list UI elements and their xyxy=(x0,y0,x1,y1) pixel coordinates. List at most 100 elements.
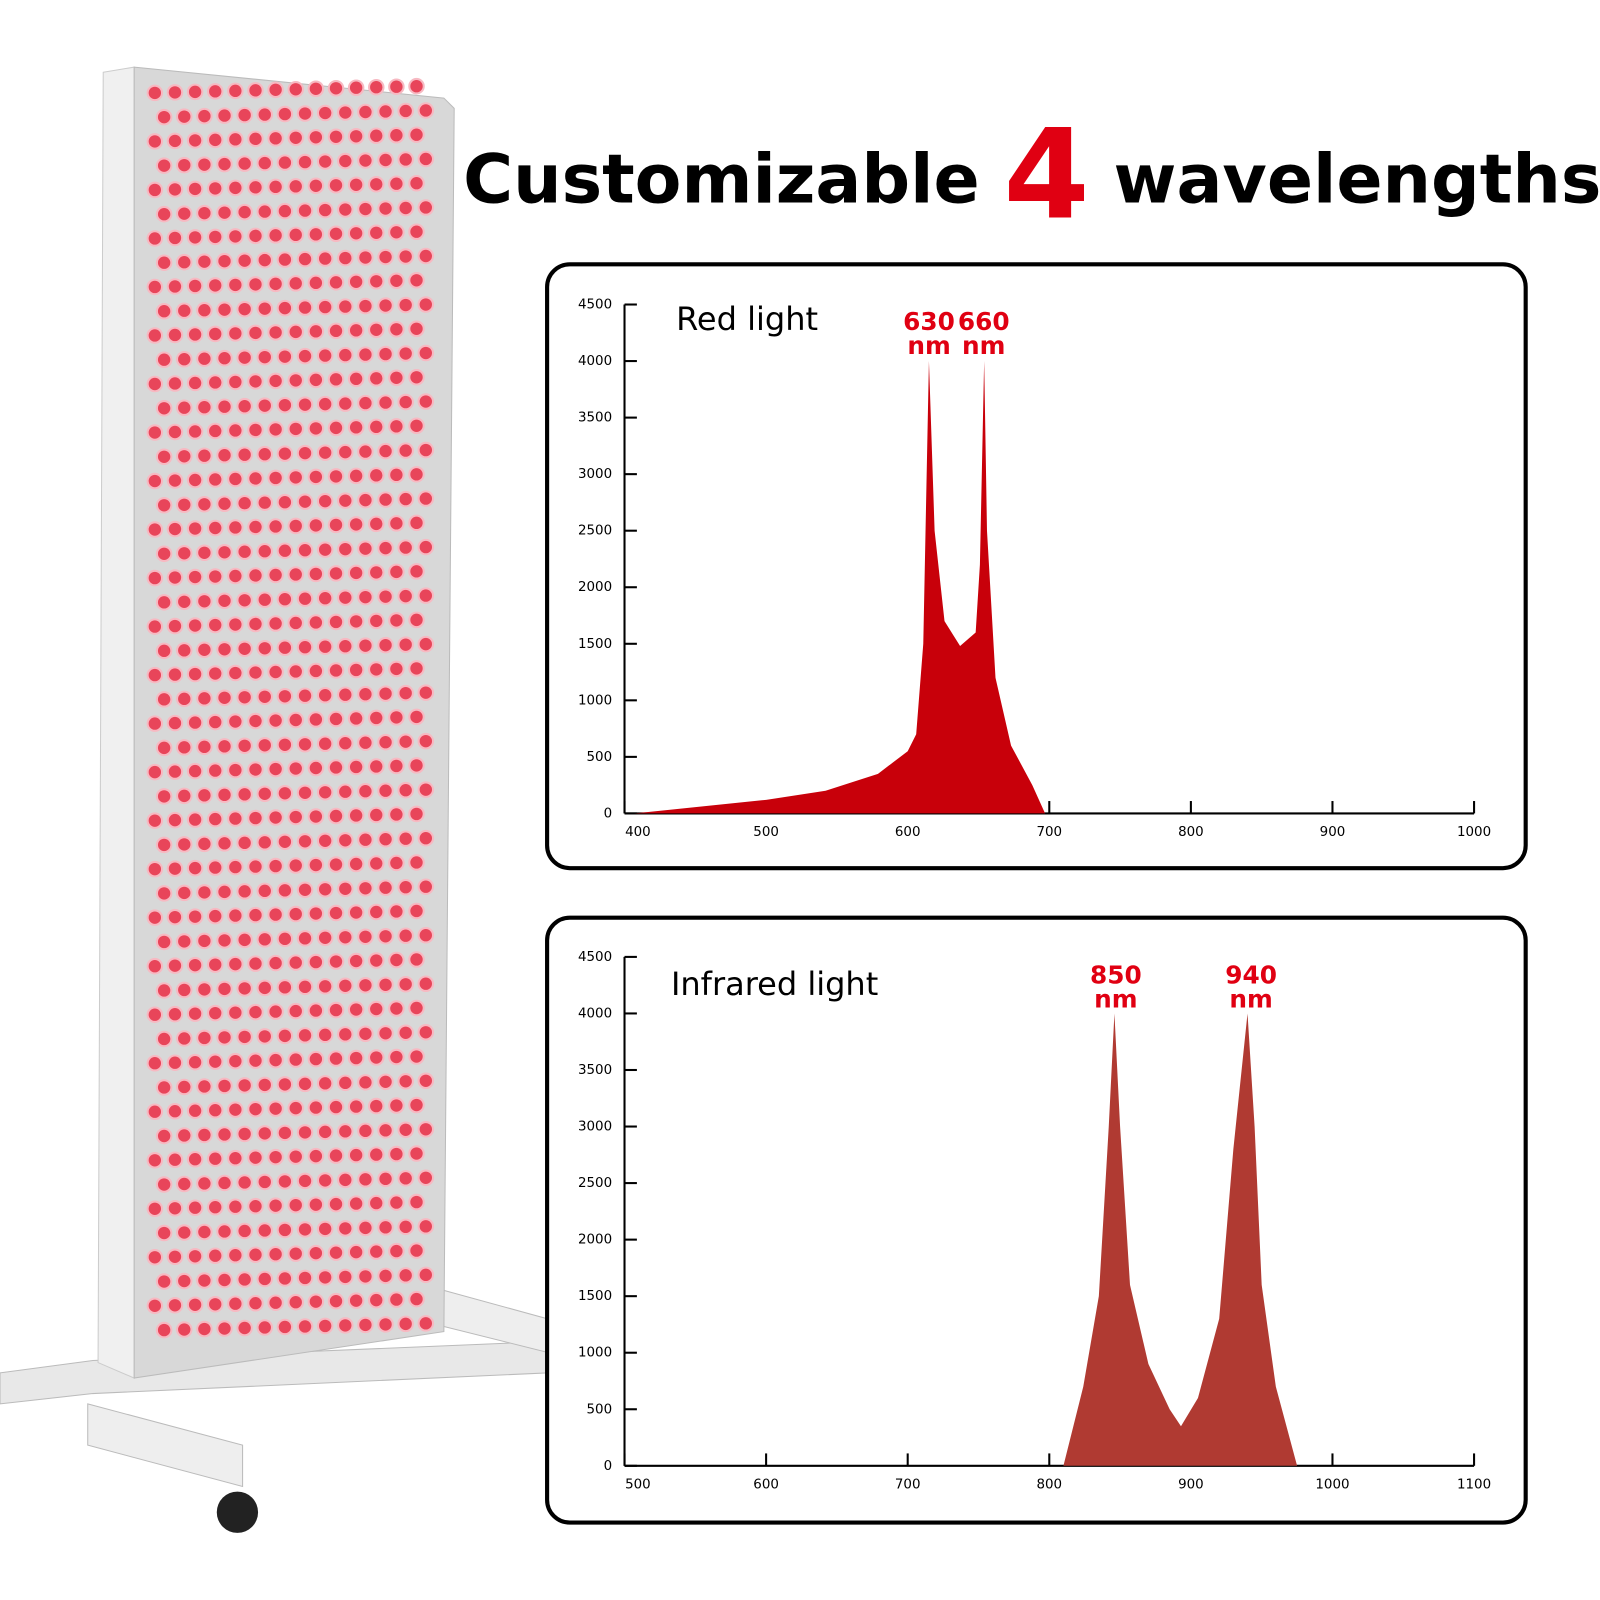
led xyxy=(408,320,425,338)
led xyxy=(307,808,325,825)
led xyxy=(347,128,365,145)
led xyxy=(146,1249,164,1266)
led xyxy=(296,687,314,704)
led xyxy=(368,418,385,436)
led xyxy=(146,327,164,344)
x-tick-label: 700 xyxy=(895,1477,921,1492)
led xyxy=(166,666,184,683)
led xyxy=(337,637,354,655)
led xyxy=(206,1101,224,1119)
led xyxy=(307,953,325,971)
led xyxy=(397,151,414,168)
led xyxy=(227,179,244,197)
led xyxy=(377,685,394,702)
led xyxy=(388,466,405,484)
led xyxy=(357,685,374,703)
led xyxy=(216,592,233,610)
led xyxy=(357,540,374,557)
led xyxy=(186,1005,204,1022)
led xyxy=(267,469,284,487)
led xyxy=(287,517,304,535)
led xyxy=(347,273,365,291)
led xyxy=(307,371,325,389)
led xyxy=(417,781,435,798)
led xyxy=(216,398,233,415)
led xyxy=(388,1097,405,1114)
peak-label: 850 xyxy=(1090,961,1142,990)
led xyxy=(388,757,405,775)
led xyxy=(368,321,385,339)
x-tick-label: 500 xyxy=(625,1477,651,1492)
led xyxy=(316,929,334,947)
led xyxy=(327,274,345,291)
led xyxy=(256,640,274,657)
led xyxy=(307,1196,325,1213)
led xyxy=(227,1052,244,1070)
led xyxy=(227,616,244,633)
led xyxy=(287,178,304,195)
led xyxy=(417,635,435,653)
led xyxy=(316,1123,334,1141)
led xyxy=(347,1195,365,1212)
led xyxy=(347,1001,365,1018)
led xyxy=(236,1125,253,1143)
led xyxy=(327,807,345,825)
led xyxy=(146,860,164,878)
led xyxy=(347,1146,365,1164)
led xyxy=(155,1176,173,1193)
led xyxy=(247,615,264,633)
led xyxy=(307,80,325,98)
led xyxy=(377,200,394,217)
led xyxy=(236,931,253,949)
led xyxy=(327,1001,345,1019)
led xyxy=(337,443,354,461)
led xyxy=(307,1002,325,1019)
led xyxy=(368,78,385,96)
led xyxy=(276,1027,294,1045)
led xyxy=(307,1293,325,1310)
led xyxy=(397,1267,414,1284)
led xyxy=(276,930,294,948)
x-tick-label: 900 xyxy=(1320,825,1346,840)
led xyxy=(397,539,414,556)
led xyxy=(196,301,213,319)
x-tick-label: 600 xyxy=(753,1477,779,1492)
led xyxy=(347,79,365,96)
led xyxy=(267,1148,284,1166)
led xyxy=(377,297,394,314)
chart-title: Red light xyxy=(676,300,818,338)
led xyxy=(236,446,253,463)
led xyxy=(236,1319,253,1337)
led xyxy=(276,979,294,996)
led xyxy=(155,448,173,466)
led xyxy=(155,157,173,174)
led xyxy=(256,1222,274,1239)
led xyxy=(388,369,405,387)
led xyxy=(247,470,264,487)
led xyxy=(166,860,184,877)
led xyxy=(347,516,365,533)
led xyxy=(146,763,164,781)
led xyxy=(227,1198,244,1215)
led xyxy=(316,492,334,510)
led xyxy=(196,1175,213,1192)
led xyxy=(296,1075,314,1093)
led xyxy=(155,594,173,611)
led xyxy=(327,1147,345,1164)
led xyxy=(236,349,253,366)
led xyxy=(227,1004,244,1021)
led xyxy=(256,203,274,220)
led xyxy=(176,981,193,999)
led xyxy=(176,593,193,611)
led xyxy=(327,225,345,243)
y-tick-label: 1500 xyxy=(578,637,612,652)
led xyxy=(368,564,385,581)
led xyxy=(236,494,253,512)
led xyxy=(327,904,345,922)
led xyxy=(227,664,244,682)
led xyxy=(287,1148,304,1165)
x-tick-label: 400 xyxy=(625,825,651,840)
led xyxy=(417,684,435,701)
led xyxy=(337,249,354,267)
y-tick-label: 3500 xyxy=(578,1063,612,1078)
